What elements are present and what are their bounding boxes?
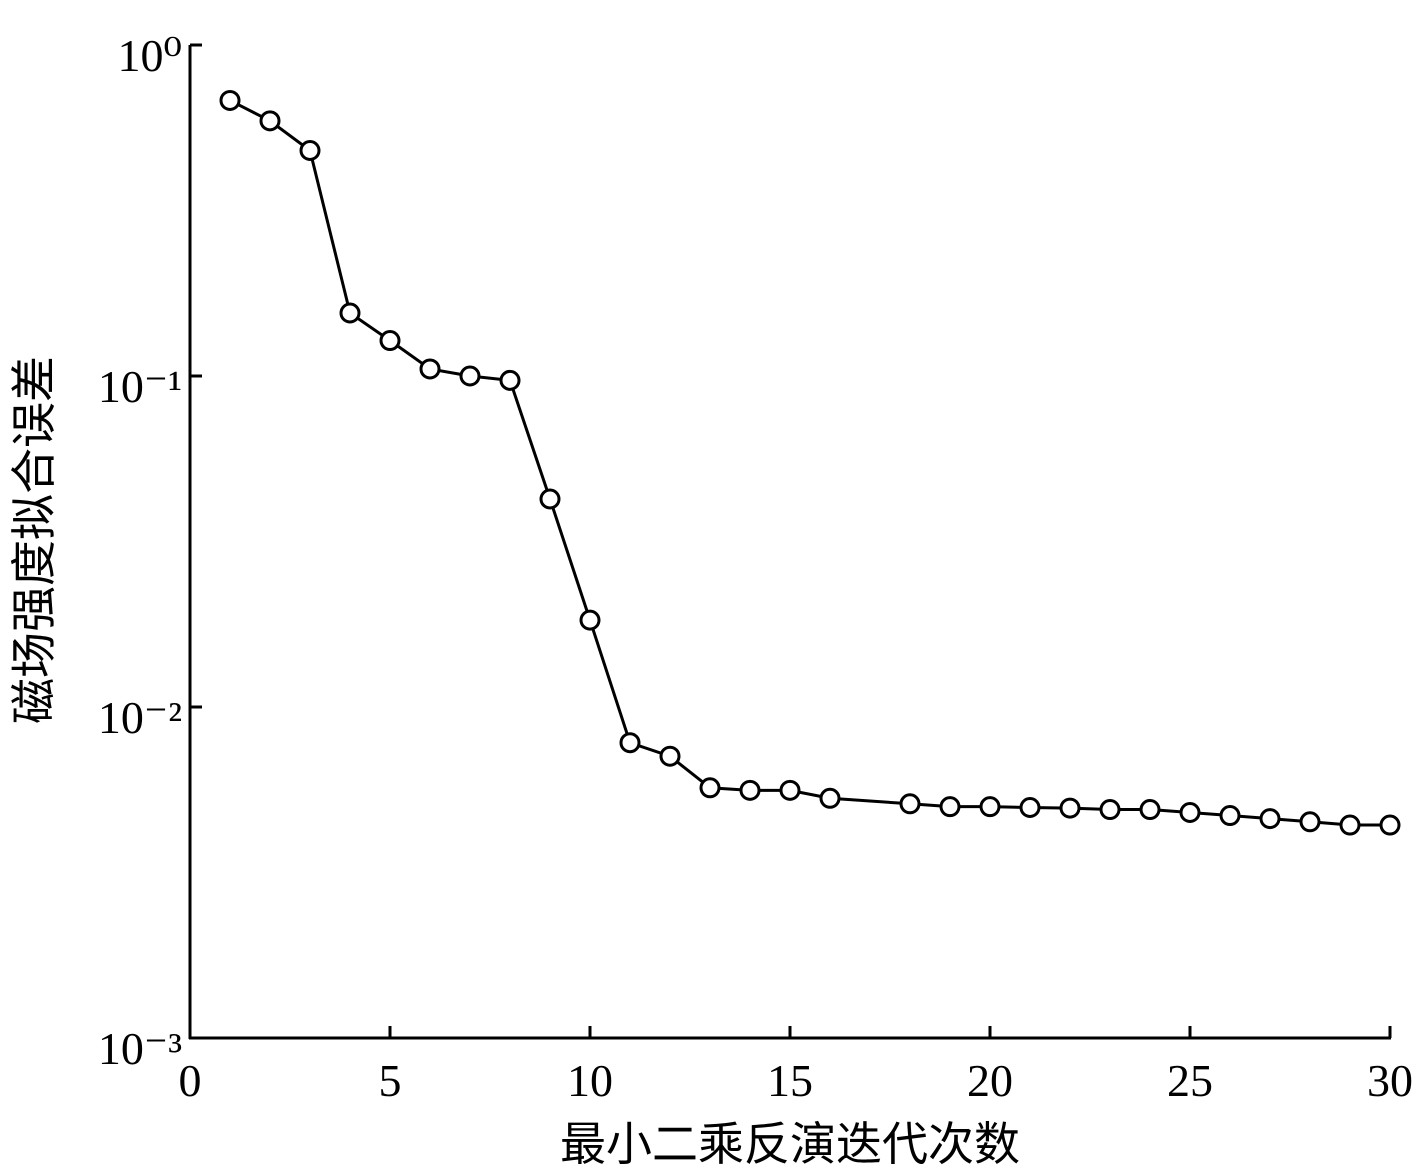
data-point xyxy=(379,330,401,352)
x-tick-label: 5 xyxy=(379,1055,402,1106)
data-point xyxy=(739,779,761,801)
data-point xyxy=(1019,797,1041,819)
data-point xyxy=(699,777,721,799)
data-point xyxy=(459,365,481,387)
x-tick-label: 10 xyxy=(567,1055,613,1106)
data-point xyxy=(1099,799,1121,821)
data-point xyxy=(659,745,681,767)
x-tick-label: 25 xyxy=(1167,1055,1213,1106)
y-tick-label: 10⁻² xyxy=(98,692,182,743)
data-point xyxy=(499,369,521,391)
data-point xyxy=(1179,802,1201,824)
data-point xyxy=(299,140,321,162)
data-point xyxy=(539,488,561,510)
x-tick-label: 0 xyxy=(179,1055,202,1106)
data-point xyxy=(819,787,841,809)
x-tick-label: 30 xyxy=(1367,1055,1413,1106)
x-tick-label: 15 xyxy=(767,1055,813,1106)
data-point xyxy=(1219,805,1241,827)
data-point xyxy=(979,796,1001,818)
data-point xyxy=(1339,814,1361,836)
data-point xyxy=(619,732,641,754)
data-point xyxy=(419,358,441,380)
data-point xyxy=(779,779,801,801)
y-tick-label: 10⁻³ xyxy=(98,1023,182,1074)
data-point xyxy=(259,110,281,132)
data-point xyxy=(1059,797,1081,819)
data-point xyxy=(1379,814,1401,836)
x-tick-label: 20 xyxy=(967,1055,1013,1106)
y-axis-title: 磁场强度拟合误差 xyxy=(9,356,60,724)
data-line xyxy=(229,99,1390,827)
data-point xyxy=(939,796,961,818)
data-point xyxy=(1259,808,1281,830)
data-point xyxy=(219,89,241,111)
x-axis-title: 最小二乘反演迭代次数 xyxy=(560,1119,1020,1170)
data-point xyxy=(899,793,921,815)
data-point xyxy=(339,302,361,324)
data-point xyxy=(1139,799,1161,821)
y-tick-label: 10⁰ xyxy=(118,30,182,81)
data-point xyxy=(1299,811,1321,833)
data-point xyxy=(579,609,601,631)
y-tick-label: 10⁻¹ xyxy=(98,361,182,412)
